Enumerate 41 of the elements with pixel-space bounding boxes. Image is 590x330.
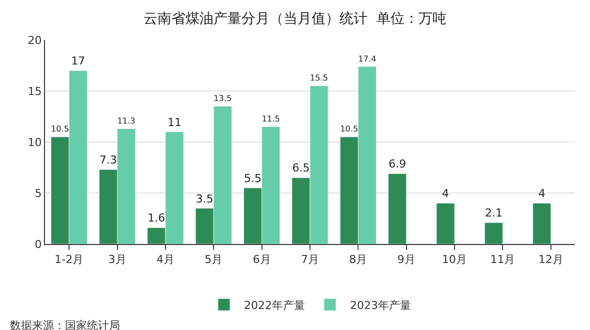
x-tick-label: 1-2月 [54, 253, 84, 266]
x-tick-label: 3月 [108, 253, 126, 266]
data-label: 6.9 [388, 158, 406, 171]
data-label: 10.5 [51, 124, 70, 134]
x-tick-label: 8月 [349, 253, 368, 266]
x-tick-label: 6月 [252, 253, 271, 266]
x-tick-label: 7月 [301, 253, 319, 266]
data-label: 3.5 [196, 192, 214, 206]
x-tick-label: 5月 [204, 253, 223, 266]
y-tick-label: 5 [34, 186, 42, 200]
data-label: 7.3 [99, 154, 117, 167]
data-label: 11.5 [262, 113, 280, 124]
data-label: 10.5 [340, 124, 358, 134]
legend-label: 2022年产量 [244, 298, 305, 312]
data-label: 4 [442, 187, 450, 200]
bar [484, 222, 503, 244]
x-tick-label: 11月 [490, 253, 516, 266]
bar [436, 202, 455, 244]
x-tick-label: 4月 [156, 253, 174, 266]
x-tick-label: 12月 [538, 253, 564, 266]
y-tick-label: 15 [28, 84, 42, 98]
data-label: 6.5 [292, 162, 310, 175]
y-tick-label: 20 [28, 34, 42, 47]
data-label: 4 [538, 187, 546, 200]
data-label: 2.1 [484, 206, 502, 220]
y-tick-label: 10 [28, 136, 42, 149]
bar [532, 202, 552, 244]
data-label: 5.5 [244, 172, 262, 185]
data-label: 13.5 [214, 93, 232, 104]
data-label: 1.6 [148, 212, 166, 225]
data-label: 17 [71, 54, 86, 68]
y-tick-label: 0 [34, 238, 42, 251]
legend-label: 2023年产量 [350, 298, 411, 312]
data-label: 11 [167, 116, 182, 129]
x-tick-label: 10月 [442, 253, 468, 266]
chart-title: 云南省煤油产量分月（当月值）统计 单位：万吨 [144, 11, 446, 27]
data-label: 17.4 [358, 53, 376, 64]
data-label: 11.3 [117, 116, 136, 126]
bar [388, 173, 407, 244]
x-tick-label: 9月 [397, 253, 416, 266]
data-label: 15.5 [310, 72, 328, 83]
